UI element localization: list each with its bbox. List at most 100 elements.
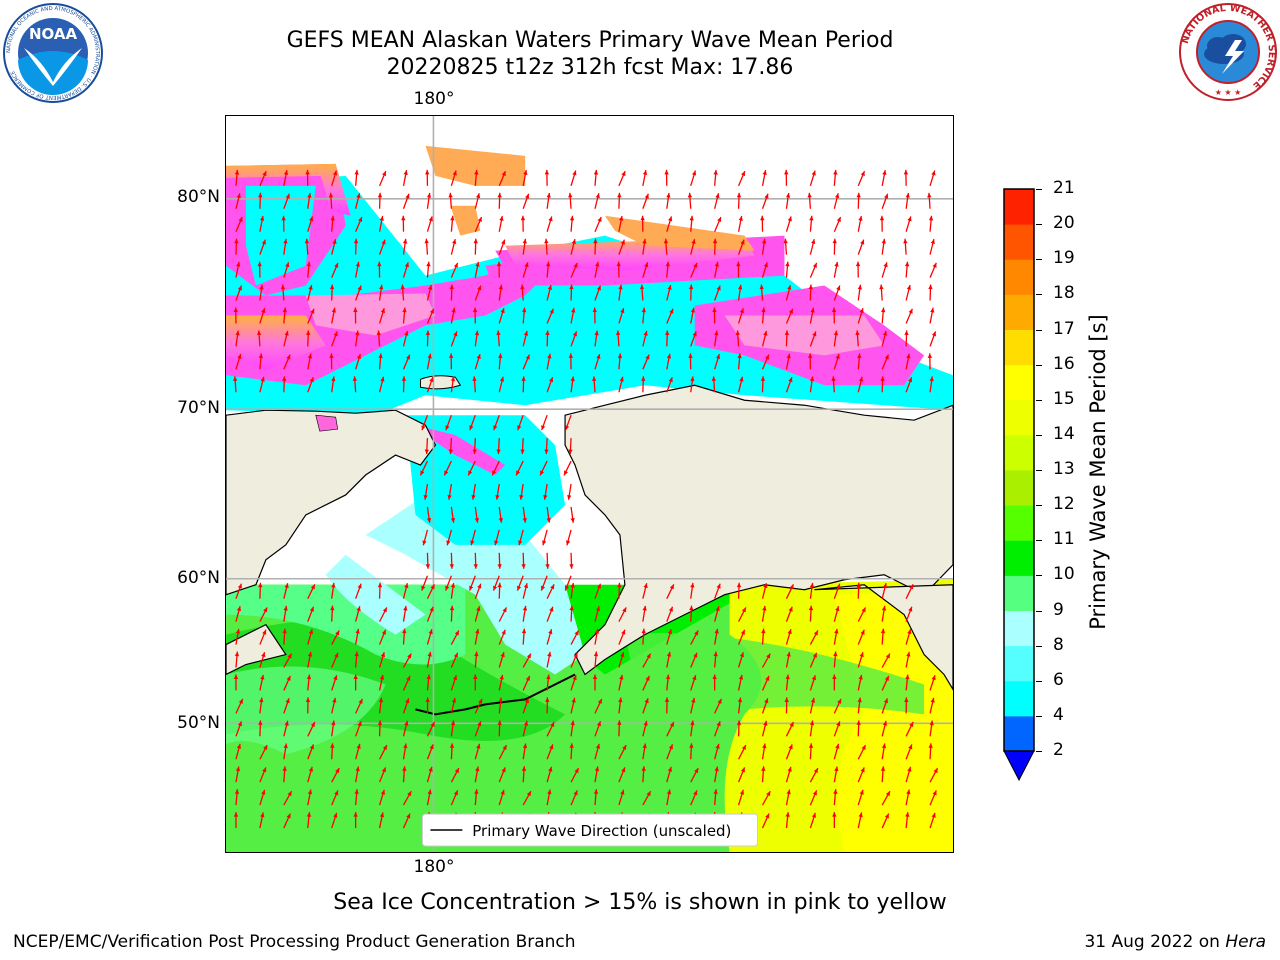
wave-arrow-head xyxy=(880,628,886,634)
wave-arrow-head xyxy=(639,284,645,290)
wave-arrow-head xyxy=(713,169,718,175)
wave-arrow-head xyxy=(524,698,529,704)
wave-arrow-head xyxy=(594,628,600,634)
wave-arrow-head xyxy=(928,743,933,748)
wave-arrow-head xyxy=(235,628,241,634)
wave-arrow-head xyxy=(429,308,434,314)
wave-arrow-head xyxy=(382,607,387,613)
wave-arrow-head xyxy=(594,330,599,336)
wave-arrow-head xyxy=(837,698,842,704)
wave-arrow-head xyxy=(690,376,695,382)
wave-arrow-head xyxy=(813,630,818,636)
wave-arrow-head xyxy=(333,331,338,337)
wave-arrow-head xyxy=(788,377,793,383)
wave-arrow-head xyxy=(424,238,429,244)
wave-arrow-head xyxy=(739,652,745,658)
wave-arrow-head xyxy=(928,284,933,290)
wave-arrow-head xyxy=(836,217,841,222)
wave-arrow-head xyxy=(425,697,430,702)
wave-arrow-head xyxy=(855,330,860,336)
wave-arrow-head xyxy=(574,630,579,636)
wave-arrow-head xyxy=(429,744,434,750)
wave-arrow-head xyxy=(357,721,362,727)
wave-arrow-head xyxy=(424,449,430,455)
wave-arrow-head xyxy=(784,169,789,175)
wave-arrow-head xyxy=(237,354,242,359)
wave-arrow-head xyxy=(860,629,865,635)
wave-arrow-head xyxy=(521,564,526,569)
wave-arrow-head xyxy=(286,675,291,681)
wave-arrow-head xyxy=(929,376,934,382)
wave-arrow-head xyxy=(308,766,314,772)
wave-arrow-head xyxy=(238,698,243,704)
colorbar-bin xyxy=(1004,364,1034,401)
wave-arrow-head xyxy=(308,285,313,290)
colorbar-bin xyxy=(1004,505,1034,541)
wave-arrow-head xyxy=(761,307,766,313)
wave-arrow-head xyxy=(546,674,551,680)
wave-arrow-head xyxy=(665,674,671,680)
wave-arrow-head xyxy=(832,238,837,244)
wave-arrow-head xyxy=(233,674,239,679)
wave-arrow-head xyxy=(256,330,262,336)
wave-arrow-head xyxy=(473,674,478,679)
wave-arrow-head xyxy=(596,285,601,291)
wave-arrow-head xyxy=(542,540,547,546)
wave-arrow-head xyxy=(452,239,457,245)
colorbar-tick-label: 10 xyxy=(1053,564,1075,585)
wave-arrow-head xyxy=(787,629,792,635)
wave-arrow-head xyxy=(262,629,267,635)
wave-arrow-head xyxy=(689,743,694,748)
wave-arrow-head xyxy=(379,284,384,290)
colorbar-tick-label: 19 xyxy=(1053,248,1075,269)
wave-arrow-head xyxy=(669,308,674,314)
wave-arrow-head xyxy=(382,745,387,751)
wave-arrow-head xyxy=(905,192,910,198)
wave-arrow-head xyxy=(355,261,360,267)
wave-arrow-head xyxy=(330,215,335,221)
wave-arrow-head xyxy=(258,192,263,198)
colorbar-tick-mark xyxy=(1036,610,1042,612)
wave-arrow-head xyxy=(499,674,504,680)
wave-arrow-head xyxy=(860,767,865,773)
wave-arrow-head xyxy=(475,766,480,772)
wave-arrow-head xyxy=(502,745,507,751)
wave-arrow-head xyxy=(354,169,359,175)
wave-arrow-head xyxy=(907,216,912,222)
wave-arrow-head xyxy=(335,630,340,636)
wave-arrow-head xyxy=(382,171,387,177)
wave-arrow-head xyxy=(403,170,408,175)
wave-arrow-head xyxy=(451,307,456,313)
wave-arrow-head xyxy=(905,812,910,817)
wave-arrow-head xyxy=(523,170,528,175)
wave-arrow-head xyxy=(522,238,527,244)
wave-arrow-head xyxy=(282,628,287,634)
wave-arrow-head xyxy=(738,284,743,290)
wave-arrow-head xyxy=(498,517,503,523)
wave-arrow-head xyxy=(906,285,912,290)
wave-arrow-head xyxy=(453,262,458,268)
wave-arrow-head xyxy=(906,353,911,359)
wave-arrow-head xyxy=(233,812,239,817)
wave-arrow-head xyxy=(717,217,722,222)
wave-arrow-head xyxy=(714,766,719,772)
colorbar-tick-mark xyxy=(1036,294,1042,296)
wave-arrow-head xyxy=(905,674,910,680)
wave-arrow-head xyxy=(426,674,431,680)
wave-arrow-head xyxy=(570,376,575,382)
wave-arrow-head xyxy=(357,583,362,589)
wave-arrow-head xyxy=(444,470,449,476)
wave-arrow-head xyxy=(785,812,790,817)
wave-arrow-head xyxy=(282,376,287,381)
wave-arrow-head xyxy=(541,425,546,431)
wave-arrow-head xyxy=(931,812,936,818)
wave-arrow-head xyxy=(378,697,384,703)
wave-arrow-head xyxy=(522,307,527,313)
wave-arrow-head xyxy=(493,585,498,591)
wave-arrow-head xyxy=(427,353,432,359)
wave-arrow-head xyxy=(787,766,792,772)
wave-arrow-head xyxy=(569,215,575,221)
wave-arrow-head xyxy=(448,449,453,455)
wave-arrow-head xyxy=(691,239,696,245)
wave-arrow-head xyxy=(492,470,497,476)
